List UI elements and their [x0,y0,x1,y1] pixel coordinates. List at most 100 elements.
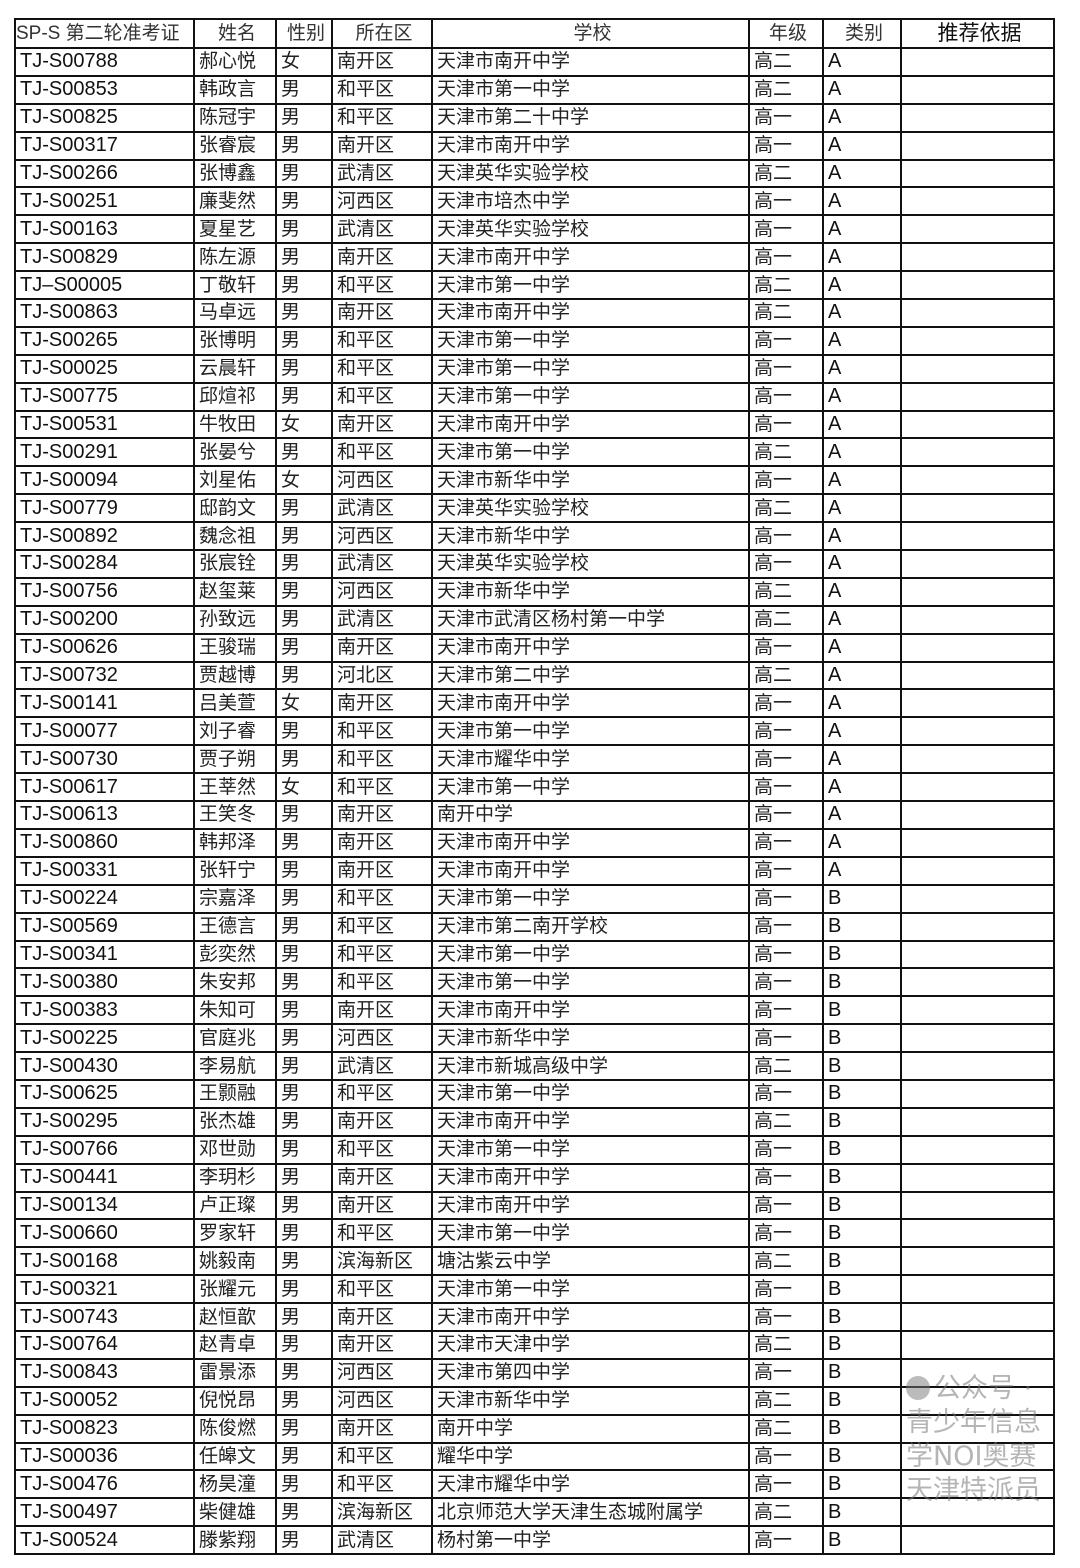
cell-name: 彭奕然 [193,939,277,970]
cell-district: 南开区 [331,130,433,161]
table-row: TJ-S00829 陈左源男南开区 天津市南开中学 高一 A [14,242,1055,273]
cell-school: 杨村第一中学 [431,1525,750,1556]
cell-name: 邸韵文 [193,493,277,524]
cell-gender: 男 [275,995,333,1026]
cell-category: A [822,270,902,301]
cell-gender: 男 [275,1469,333,1500]
cell-exam-id: TJ-S00321 [14,1274,195,1305]
cell-name: 陈俊燃 [193,1413,277,1444]
cell-gender: 男 [275,353,333,384]
table-row: TJ-S00756 赵玺莱男河西区 天津市新华中学 高二 A [14,576,1055,607]
cell-exam-id: TJ-S00200 [14,604,195,635]
cell-exam-id: TJ-S00295 [14,1106,195,1137]
cell-basis [900,800,1055,830]
cell-grade: 高一 [748,214,824,245]
table-row: TJ-S00825 陈冠宇男和平区 天津市第二十中学 高一 A [14,102,1055,133]
cell-basis [900,74,1055,105]
cell-name: 罗家轩 [193,1218,277,1249]
cell-school: 天津市第一中学 [431,939,750,970]
cell-basis [900,1525,1055,1556]
cell-gender: 男 [275,1525,333,1556]
cell-category: B [822,911,902,942]
cell-exam-id: TJ-S00380 [14,967,195,998]
cell-school: 天津市南开中学 [431,827,750,858]
cell-grade: 高一 [748,186,824,217]
cell-gender: 男 [275,744,333,775]
cell-exam-id: TJ-S00331 [14,855,195,886]
cell-district: 南开区 [331,632,433,663]
cell-exam-id: TJ-S00843 [14,1357,195,1388]
cell-exam-id: TJ-S00224 [14,883,195,914]
table-row: TJ-S00251 廉斐然男河西区 天津市培杰中学 高一 A [14,186,1055,217]
cell-name: 王莘然 [193,772,277,803]
cell-name: 任皞文 [193,1441,277,1472]
table-row: TJ-S00775 邱煊祁男和平区 天津市第一中学 高一 A [14,381,1055,412]
cell-grade: 高一 [748,353,824,384]
cell-gender: 男 [275,437,333,468]
cell-grade: 高二 [748,1246,824,1277]
cell-exam-id: TJ–S00005 [14,270,195,301]
cell-name: 贾子朔 [193,744,277,775]
cell-category: A [822,660,902,691]
cell-category: A [822,186,902,217]
cell-basis [900,604,1055,635]
cell-school: 天津市第一中学 [431,74,750,105]
cell-name: 朱安邦 [193,967,277,998]
cell-category: B [822,1413,902,1444]
cell-exam-id: TJ-S00134 [14,1190,195,1221]
cell-school: 天津市南开中学 [431,1302,750,1332]
table-row: TJ-S00052 倪悦昂男河西区 天津市新华中学 高二 B [14,1385,1055,1416]
cell-gender: 男 [275,1134,333,1165]
cell-category: B [822,883,902,914]
cell-district: 南开区 [331,1106,433,1137]
cell-district: 河西区 [331,186,433,217]
cell-school: 天津英华实验学校 [431,158,750,189]
cell-grade: 高一 [748,1023,824,1054]
cell-school: 天津市培杰中学 [431,186,750,217]
cell-basis [900,1190,1055,1221]
cell-gender: 男 [275,883,333,914]
cell-school: 天津市南开中学 [431,1162,750,1193]
cell-basis [900,270,1055,301]
cell-gender: 男 [275,1190,333,1221]
cell-gender: 男 [275,967,333,998]
col-header-name: 姓名 [193,18,277,49]
cell-district: 南开区 [331,1413,433,1444]
cell-name: 陈冠宇 [193,102,277,133]
cell-category: B [822,1329,902,1360]
cell-gender: 女 [275,409,333,440]
cell-grade: 高二 [748,270,824,301]
cell-category: A [822,130,902,161]
cell-category: B [822,1106,902,1137]
cell-exam-id: TJ-S00497 [14,1497,195,1528]
cell-school: 天津市第一中学 [431,1134,750,1165]
cell-grade: 高二 [748,604,824,635]
cell-school: 天津市第一中学 [431,967,750,998]
cell-school: 天津市第二南开学校 [431,911,750,942]
cell-basis [900,1023,1055,1054]
cell-school: 天津市新华中学 [431,465,750,496]
cell-grade: 高二 [748,1413,824,1444]
cell-grade: 高一 [748,800,824,830]
cell-school: 天津英华实验学校 [431,549,750,579]
cell-name: 柴健雄 [193,1497,277,1528]
table-row: TJ-S00284 张宸铨男武清区 天津英华实验学校 高一 A [14,549,1055,579]
cell-basis [900,883,1055,914]
cell-name: 吕美萱 [193,688,277,719]
cell-school: 塘沽紫云中学 [431,1246,750,1277]
cell-name: 王笑冬 [193,800,277,830]
cell-category: A [822,493,902,524]
cell-basis [900,1078,1055,1109]
table-row: TJ-S00077 刘子睿男和平区 天津市第一中学 高一 A [14,716,1055,747]
cell-basis [900,1134,1055,1165]
cell-gender: 男 [275,855,333,886]
cell-name: 刘星佑 [193,465,277,496]
cell-category: B [822,1497,902,1528]
cell-basis [900,1497,1055,1528]
cell-grade: 高二 [748,576,824,607]
cell-district: 南开区 [331,409,433,440]
cell-exam-id: TJ-S00383 [14,995,195,1026]
cell-gender: 男 [275,1051,333,1081]
cell-school: 天津市第一中学 [431,437,750,468]
cell-gender: 男 [275,1497,333,1528]
